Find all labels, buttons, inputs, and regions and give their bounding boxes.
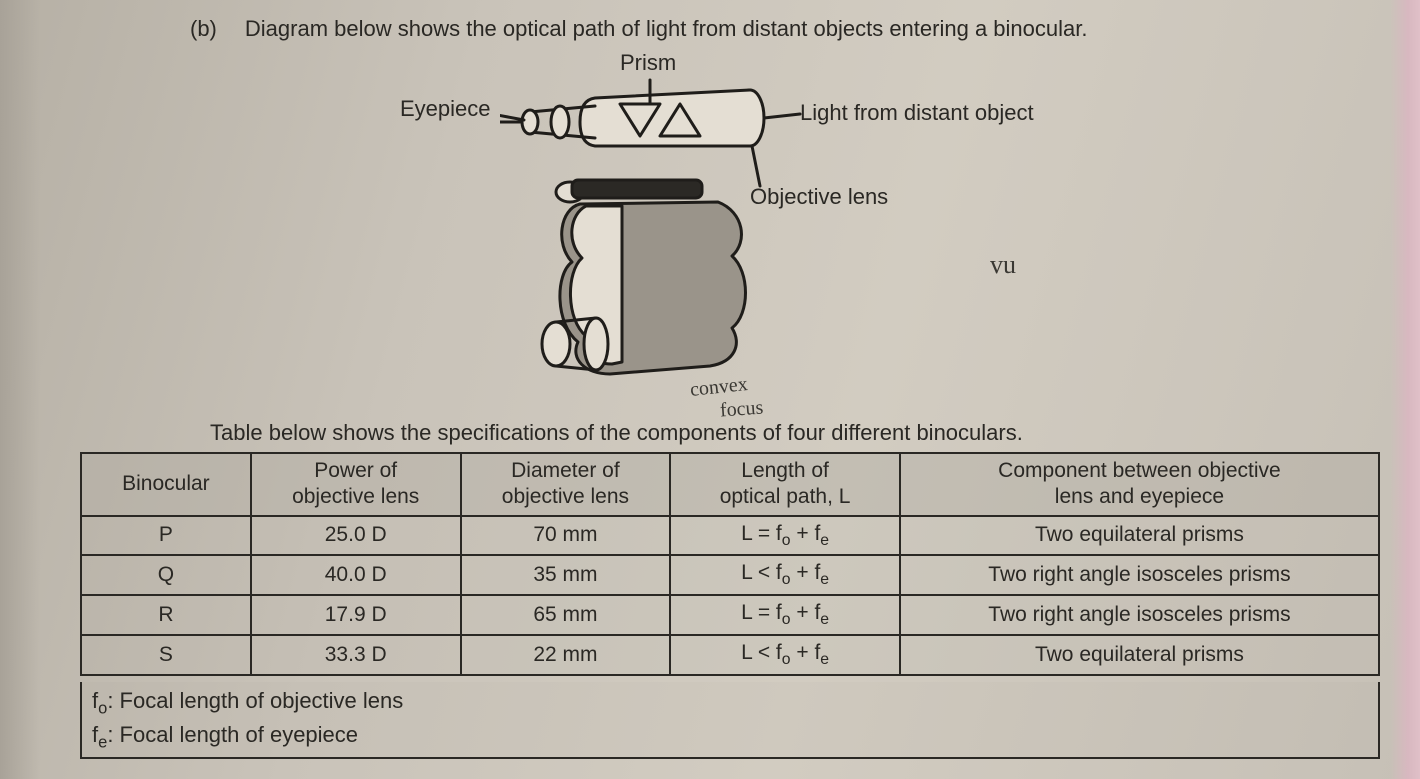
table-cell: 35 mm xyxy=(461,555,671,595)
table-cell: 25.0 D xyxy=(251,516,461,556)
footnote-fe: fe: Focal length of eyepiece xyxy=(92,720,1368,754)
th-power: Power ofobjective lens xyxy=(251,453,461,516)
footnotes: fo: Focal length of objective lens fe: F… xyxy=(80,682,1380,759)
th-component: Component between objectivelens and eyep… xyxy=(900,453,1379,516)
label-light: Light from distant object xyxy=(800,100,1034,126)
table-cell: Two equilateral prisms xyxy=(900,635,1379,675)
table-cell: L = fo + fe xyxy=(670,595,900,635)
table-cell: L < fo + fe xyxy=(670,555,900,595)
table-row: S33.3 D22 mmL < fo + feTwo equilateral p… xyxy=(81,635,1379,675)
page-edge-left xyxy=(0,0,40,779)
table-cell: P xyxy=(81,516,251,556)
question-row: (b) Diagram below shows the optical path… xyxy=(190,16,1370,42)
table-cell: 17.9 D xyxy=(251,595,461,635)
table-caption: Table below shows the specifications of … xyxy=(210,420,1370,446)
binocular-diagram xyxy=(500,74,820,404)
th-diameter: Diameter ofobjective lens xyxy=(461,453,671,516)
table-cell: R xyxy=(81,595,251,635)
page-edge-right xyxy=(1390,0,1420,779)
table-row: Q40.0 D35 mmL < fo + feTwo right angle i… xyxy=(81,555,1379,595)
table-header-row: Binocular Power ofobjective lens Diamete… xyxy=(81,453,1379,516)
table-row: R17.9 D65 mmL = fo + feTwo right angle i… xyxy=(81,595,1379,635)
question-text: Diagram below shows the optical path of … xyxy=(245,16,1088,42)
table-row: P25.0 D70 mmL = fo + feTwo equilateral p… xyxy=(81,516,1379,556)
table-cell: 40.0 D xyxy=(251,555,461,595)
table-cell: Q xyxy=(81,555,251,595)
diagram-area: Prism Eyepiece Light from distant object… xyxy=(80,50,1370,420)
table-cell: 65 mm xyxy=(461,595,671,635)
label-prism: Prism xyxy=(620,50,676,76)
footnote-f0: fo: Focal length of objective lens xyxy=(92,686,1368,720)
handwriting-vu: vu xyxy=(990,250,1016,280)
th-length: Length ofoptical path, L xyxy=(670,453,900,516)
table-cell: Two equilateral prisms xyxy=(900,516,1379,556)
table-cell: L = fo + fe xyxy=(670,516,900,556)
table-cell: Two right angle isosceles prisms xyxy=(900,595,1379,635)
table-cell: L < fo + fe xyxy=(670,635,900,675)
th-binocular: Binocular xyxy=(81,453,251,516)
question-label: (b) xyxy=(190,16,217,42)
page: (b) Diagram below shows the optical path… xyxy=(0,0,1420,779)
spec-table: Binocular Power ofobjective lens Diamete… xyxy=(80,452,1380,676)
table-cell: 33.3 D xyxy=(251,635,461,675)
label-eyepiece: Eyepiece xyxy=(400,96,491,122)
table-cell: Two right angle isosceles prisms xyxy=(900,555,1379,595)
table-cell: 70 mm xyxy=(461,516,671,556)
table-cell: S xyxy=(81,635,251,675)
table-cell: 22 mm xyxy=(461,635,671,675)
table-body: P25.0 D70 mmL = fo + feTwo equilateral p… xyxy=(81,516,1379,676)
